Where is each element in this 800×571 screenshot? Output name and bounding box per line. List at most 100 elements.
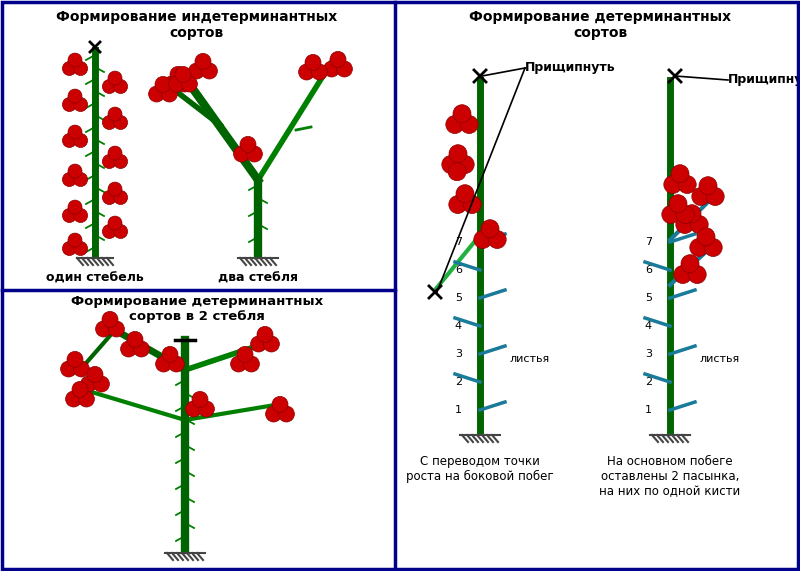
Circle shape (114, 115, 128, 130)
Circle shape (94, 376, 110, 392)
Circle shape (108, 71, 122, 85)
Circle shape (671, 164, 689, 183)
Circle shape (474, 231, 492, 248)
Circle shape (72, 381, 88, 397)
Text: листья: листья (700, 354, 740, 364)
Text: 3: 3 (645, 349, 652, 359)
Circle shape (456, 184, 474, 203)
Circle shape (676, 206, 694, 223)
Circle shape (678, 175, 696, 194)
Circle shape (74, 98, 88, 111)
Circle shape (669, 195, 687, 213)
Circle shape (250, 336, 266, 352)
Circle shape (81, 376, 97, 392)
Circle shape (240, 136, 256, 152)
Circle shape (78, 391, 94, 407)
Circle shape (189, 63, 205, 79)
Circle shape (690, 239, 708, 256)
Circle shape (96, 321, 111, 337)
Text: 2: 2 (455, 377, 462, 387)
Text: Формирование детерминантных
сортов: Формирование детерминантных сортов (469, 10, 731, 40)
Circle shape (62, 98, 77, 111)
Circle shape (674, 266, 692, 283)
Circle shape (102, 311, 118, 327)
Circle shape (62, 208, 77, 223)
Circle shape (127, 331, 143, 347)
Circle shape (74, 361, 90, 377)
Circle shape (449, 195, 467, 214)
Circle shape (481, 220, 499, 238)
Circle shape (298, 64, 314, 80)
Circle shape (699, 176, 717, 195)
Text: На основном побеге
оставлены 2 пасынка,
на них по одной кисти: На основном побеге оставлены 2 пасынка, … (599, 455, 741, 498)
Circle shape (114, 191, 128, 204)
Circle shape (68, 164, 82, 178)
Circle shape (102, 224, 117, 239)
Circle shape (192, 391, 208, 407)
Circle shape (68, 125, 82, 139)
Circle shape (87, 367, 103, 383)
Circle shape (62, 134, 77, 147)
Circle shape (163, 76, 179, 92)
Circle shape (67, 351, 83, 367)
Circle shape (170, 66, 186, 82)
Text: 5: 5 (455, 293, 462, 303)
Circle shape (114, 155, 128, 168)
Circle shape (68, 233, 82, 247)
Text: 4: 4 (455, 321, 462, 331)
Circle shape (168, 356, 184, 372)
Circle shape (697, 228, 715, 246)
Text: 7: 7 (645, 237, 652, 247)
Circle shape (108, 107, 122, 121)
Circle shape (706, 187, 724, 206)
Circle shape (121, 341, 137, 357)
Circle shape (74, 62, 88, 75)
Circle shape (108, 146, 122, 160)
Circle shape (155, 356, 171, 372)
Circle shape (102, 191, 117, 204)
Circle shape (272, 396, 288, 412)
Text: 3: 3 (455, 349, 462, 359)
Circle shape (114, 79, 128, 94)
Circle shape (175, 66, 191, 82)
Text: 1: 1 (645, 405, 652, 415)
Circle shape (704, 239, 722, 256)
Circle shape (237, 347, 253, 363)
Circle shape (230, 356, 246, 372)
Circle shape (102, 155, 117, 168)
Circle shape (162, 347, 178, 363)
Circle shape (74, 172, 88, 187)
Circle shape (463, 195, 482, 214)
Circle shape (446, 115, 464, 134)
Circle shape (195, 54, 211, 70)
Circle shape (664, 175, 682, 194)
Circle shape (311, 64, 327, 80)
Text: 1: 1 (455, 405, 462, 415)
Circle shape (662, 206, 680, 223)
Circle shape (692, 187, 710, 206)
Circle shape (688, 266, 706, 283)
Text: один стебель: один стебель (46, 272, 144, 285)
Circle shape (62, 242, 77, 255)
Circle shape (453, 104, 471, 123)
Circle shape (449, 144, 467, 163)
Circle shape (202, 63, 218, 79)
Text: 6: 6 (455, 265, 462, 275)
Circle shape (176, 76, 193, 92)
Circle shape (108, 216, 122, 230)
Circle shape (681, 255, 699, 273)
Circle shape (448, 163, 466, 180)
Circle shape (182, 76, 198, 92)
Circle shape (442, 155, 460, 174)
Circle shape (68, 200, 82, 214)
Circle shape (74, 242, 88, 255)
Text: С переводом точки
роста на боковой побег: С переводом точки роста на боковой побег (406, 455, 554, 483)
Circle shape (336, 61, 353, 77)
Circle shape (74, 134, 88, 147)
Circle shape (323, 61, 340, 77)
Circle shape (169, 76, 185, 92)
Text: Прищипнуть: Прищипнуть (525, 62, 616, 74)
Circle shape (102, 115, 117, 130)
Circle shape (134, 341, 150, 357)
Circle shape (68, 89, 82, 103)
